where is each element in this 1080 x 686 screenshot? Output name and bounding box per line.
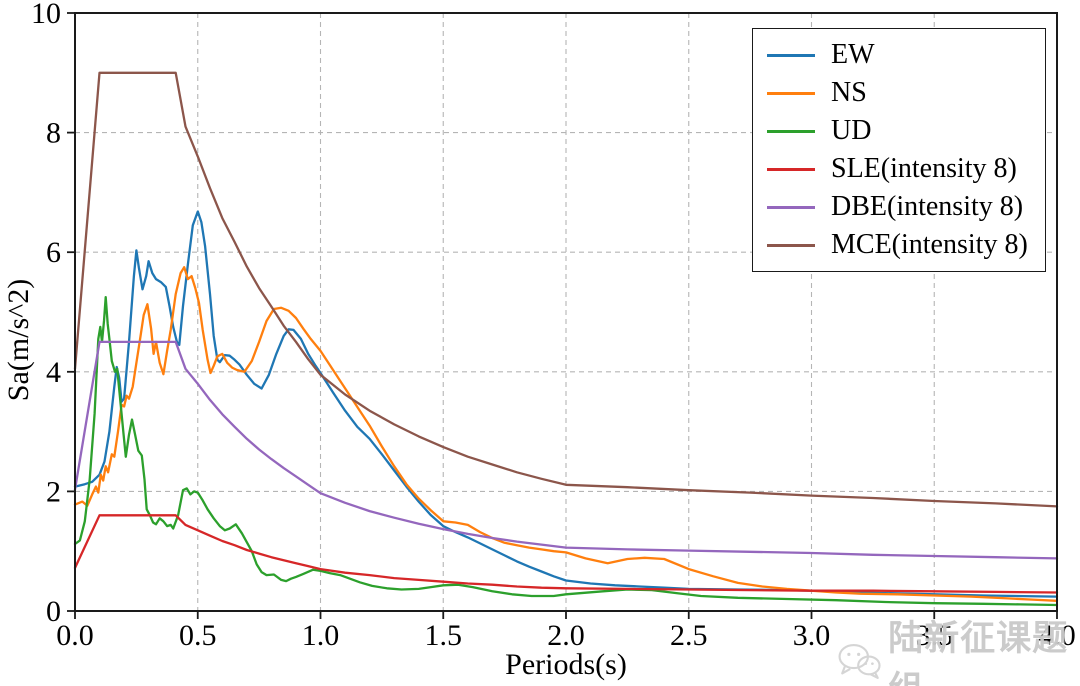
x-tick-label: 2.5 [670,619,708,652]
legend-label: NS [831,77,867,108]
legend-label: SLE(intensity 8) [831,153,1017,184]
x-tick-label: 0.0 [56,619,94,652]
x-tick-label: 2.0 [547,619,585,652]
legend-item-MCE(intensity 8): MCE(intensity 8) [767,226,1037,264]
tick-labels: 0.0 0.5 1.0 1.5 2.0 2.5 3.0 3.5 4.0 0 2 4 6 8 10 [31,0,1076,652]
legend-line-sample [767,205,815,209]
x-axis-title: Periods(s) [505,648,627,681]
y-tick-label: 6 [46,236,61,269]
x-tick-label: 4.0 [1038,619,1076,652]
legend-line-sample [767,243,815,247]
series-DBE(intensity 8) [73,340,1059,560]
y-tick-label: 0 [46,595,61,628]
y-tick-label: 2 [46,475,61,508]
y-axis-title: Sa(m/s^2) [2,279,35,401]
legend-item-NS: NS [767,74,1037,112]
legend-item-SLE(intensity 8): SLE(intensity 8) [767,150,1037,188]
x-tick-label: 3.5 [916,619,954,652]
legend-label: MCE(intensity 8) [831,229,1028,260]
legend-line-sample [767,129,815,133]
spectrum-curves [73,71,1059,607]
series-NS [73,266,1059,602]
x-tick-label: 0.5 [179,619,217,652]
y-tick-label: 4 [46,356,61,389]
x-tick-label: 1.5 [425,619,463,652]
legend-line-sample [767,91,815,95]
tick-marks [67,12,1058,619]
x-tick-label: 3.0 [793,619,831,652]
series-UD [73,295,1059,607]
legend-line-sample [767,167,815,171]
legend-item-DBE(intensity 8): DBE(intensity 8) [767,188,1037,226]
y-tick-label: 8 [46,117,61,150]
legend-label: DBE(intensity 8) [831,191,1024,222]
legend-line-sample [767,53,815,57]
x-tick-label: 1.0 [302,619,340,652]
legend-item-UD: UD [767,112,1037,150]
series-MCE(intensity 8) [73,71,1059,508]
y-tick-label: 10 [31,0,61,30]
series-EW [73,210,1059,598]
legend: EW NS UD SLE(intensity 8) DBE(intensity 8) MC… [752,28,1046,272]
legend-item-EW: EW [767,36,1037,74]
series-SLE(intensity 8) [73,514,1059,594]
legend-label: EW [831,39,875,70]
legend-label: UD [831,115,872,146]
